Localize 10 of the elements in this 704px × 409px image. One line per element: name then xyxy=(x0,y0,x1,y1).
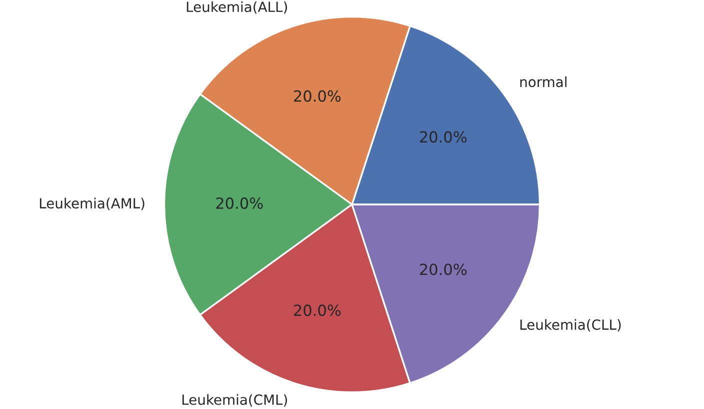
slice-label: Leukemia(CLL) xyxy=(520,319,621,332)
slice-label: Leukemia(CML) xyxy=(182,394,287,407)
slice-label: Leukemia(ALL) xyxy=(186,1,287,14)
data-label: 20.0% xyxy=(216,197,263,209)
data-label: 20.0% xyxy=(294,90,341,102)
slice-label: normal xyxy=(520,76,566,88)
slice-label: Leukemia(AML) xyxy=(40,198,144,210)
data-label: 20.0% xyxy=(420,131,467,143)
data-label: 20.0% xyxy=(294,304,341,316)
data-label: 20.0% xyxy=(420,264,467,276)
